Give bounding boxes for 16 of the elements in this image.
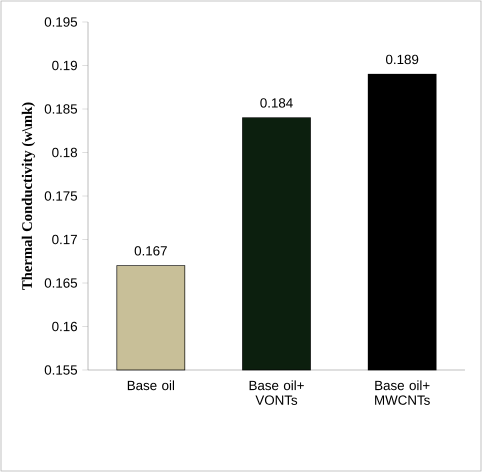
y-tick-label: 0.165 [44,278,78,288]
y-tick-label: 0.18 [52,148,78,158]
y-tick-label: 0.155 [44,365,78,375]
data-label: 0.167 [134,246,167,256]
y-tick-label: 0.17 [52,234,77,244]
y-tick-label: 0.185 [44,104,78,114]
y-axis-title: Thermal Conductivity (w\mk) [22,102,36,290]
y-tick-label: 0.16 [52,322,78,332]
x-tick-label: Base oil+ MWCNTs [375,380,430,405]
y-tick-label: 0.175 [44,191,78,201]
data-label: 0.184 [260,98,293,108]
data-label: 0.189 [386,54,418,64]
y-tick-label: 0.195 [44,17,78,27]
x-tick-label: Base oil+ VONTs [250,380,304,405]
y-tick-label: 0.19 [52,60,77,70]
x-tick-label: Base oil [128,380,174,390]
